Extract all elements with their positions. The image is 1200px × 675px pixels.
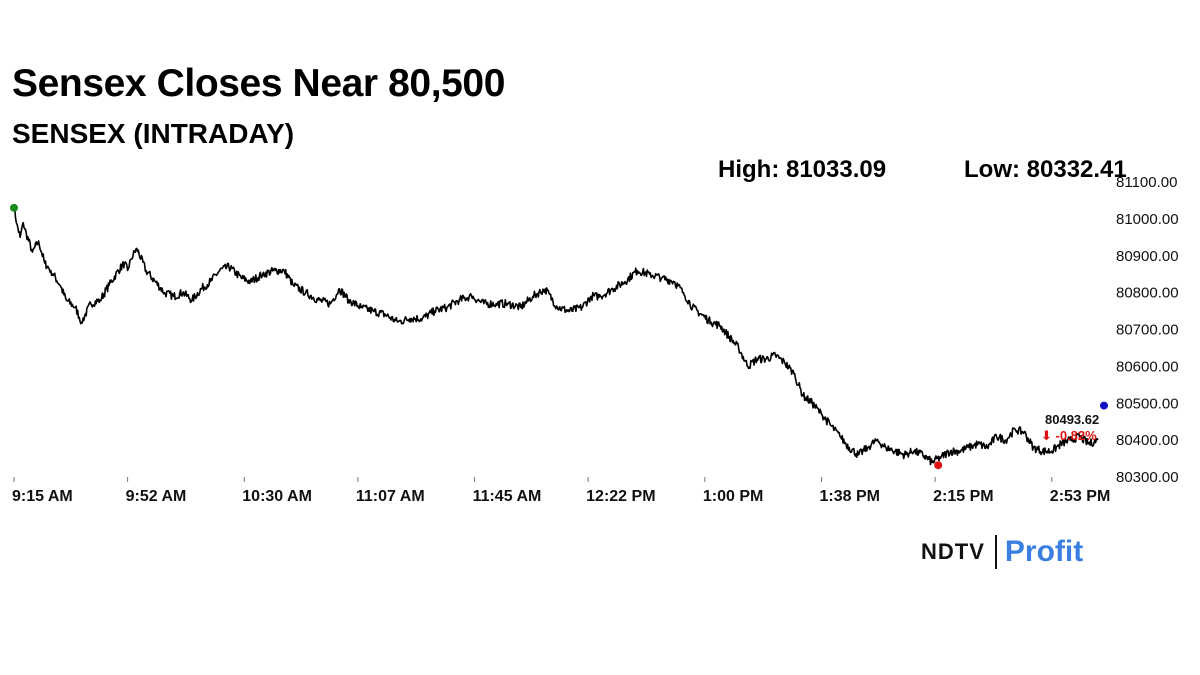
high-label: High: 81033.09	[718, 156, 887, 183]
y-tick-label: 80300.00	[1116, 469, 1179, 486]
x-tick-label: 2:53 PM	[1050, 488, 1110, 505]
last-value-label: 80493.62	[1045, 412, 1099, 427]
last-marker	[1100, 401, 1108, 410]
x-tick-label: 12:22 PM	[586, 488, 655, 505]
x-tick-label: 1:00 PM	[703, 488, 763, 505]
low-marker	[934, 461, 943, 470]
logo-profit-text: Profit	[1004, 535, 1084, 568]
logo-separator	[994, 535, 997, 569]
y-tick-label: 80700.00	[1116, 322, 1179, 339]
low-label: Low: 80332.41	[964, 156, 1127, 183]
y-tick-label: 80800.00	[1116, 285, 1179, 302]
y-tick-label: 80500.00	[1116, 395, 1179, 412]
logo-ndtv-text: NDTV	[921, 539, 985, 564]
change-label: ⬇ -0.82%	[1041, 428, 1097, 443]
x-tick-label: 2:15 PM	[933, 488, 993, 505]
x-tick-label: 9:52 AM	[126, 488, 187, 505]
y-tick-label: 81100.00	[1116, 174, 1177, 191]
sensex-series-line	[13, 207, 1099, 466]
y-tick-label: 80600.00	[1116, 358, 1179, 375]
x-tick-label: 10:30 AM	[242, 488, 312, 505]
y-tick-label: 81000.00	[1116, 211, 1179, 228]
y-tick-label: 80900.00	[1116, 248, 1179, 265]
x-tick-label: 9:15 AM	[12, 488, 73, 505]
y-tick-label: 80400.00	[1116, 432, 1179, 449]
chart-subtitle: SENSEX (INTRADAY)	[12, 118, 295, 149]
x-axis: 9:15 AM 9:52 AM 10:30 AM 11:07 AM 11:45 AM 12…	[12, 477, 1110, 505]
x-tick-label: 11:45 AM	[473, 488, 542, 505]
x-tick-label: 11:07 AM	[356, 488, 425, 505]
markers-layer	[10, 203, 1108, 470]
y-axis: 80300.00 80400.00 80500.00 80600.00 80700.00…	[1116, 174, 1179, 486]
open-marker	[10, 203, 18, 212]
ndtv-profit-logo: NDTV Profit	[921, 533, 1083, 571]
labels-layer: 80493.62⬇ -0.82%	[1041, 412, 1099, 443]
chart-title: Sensex Closes Near 80,500	[12, 62, 506, 105]
series-layer	[13, 207, 1099, 466]
x-tick-label: 1:38 PM	[820, 488, 880, 505]
